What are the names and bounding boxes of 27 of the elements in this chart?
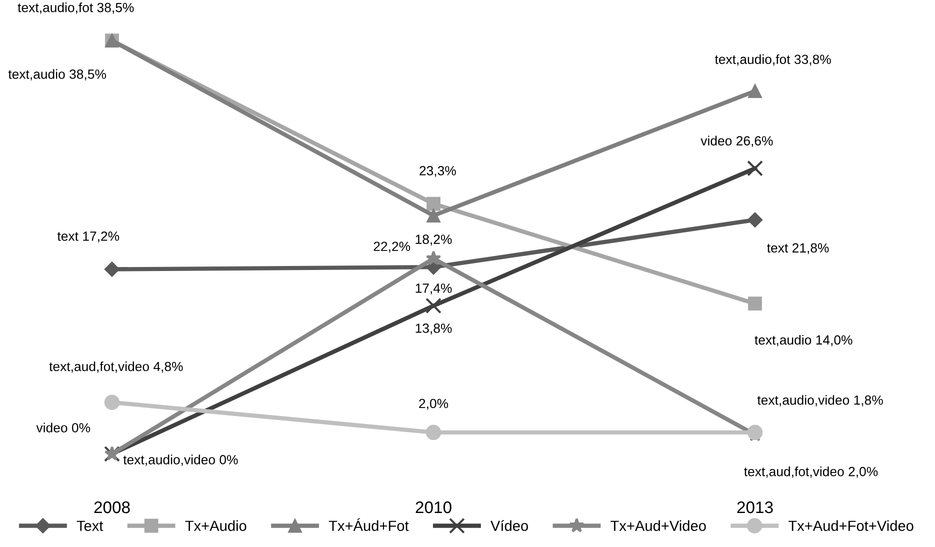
legend-label: Text bbox=[76, 520, 104, 531]
data-label: 13,8% bbox=[416, 324, 452, 334]
data-label: text 21,8% bbox=[767, 243, 829, 254]
data-label: text,aud,fot,video 4,8% bbox=[49, 361, 183, 373]
data-label: 22,2% bbox=[374, 242, 410, 253]
legend-label: Tx+Audio bbox=[185, 520, 246, 531]
data-label: video 0% bbox=[36, 422, 90, 432]
data-label: 23,3% bbox=[420, 166, 456, 177]
data-label: text 17,2% bbox=[57, 232, 120, 242]
data-label: text,audio 38,5% bbox=[8, 69, 106, 80]
data-label: text,audio,video 0% bbox=[123, 454, 238, 466]
legend-label: Tx+Aud+Video bbox=[610, 520, 706, 531]
data-label: text,aud,fot,video 2,0% bbox=[744, 466, 878, 478]
legend-label: Tx+Áud+Fot bbox=[328, 518, 409, 531]
data-label: text,audio 14,0% bbox=[754, 334, 852, 346]
data-label: video 26,6% bbox=[700, 136, 773, 148]
x-tick-label: 2010 bbox=[416, 501, 452, 514]
x-tick-label: 2008 bbox=[94, 501, 130, 514]
data-label: text,audio,fot 38,5% bbox=[18, 2, 134, 14]
data-label: 18,2% bbox=[416, 234, 452, 246]
data-label: text,audio,fot 33,8% bbox=[714, 54, 831, 66]
legend-label: Vídeo bbox=[490, 520, 528, 531]
data-label: text,audio,video 1,8% bbox=[757, 395, 883, 406]
x-tick-label: 2013 bbox=[737, 501, 773, 514]
legend-label: Tx+Aud+Fot+Video bbox=[788, 520, 914, 531]
data-label: 17,4% bbox=[416, 284, 452, 294]
data-label: 2,0% bbox=[419, 398, 448, 410]
